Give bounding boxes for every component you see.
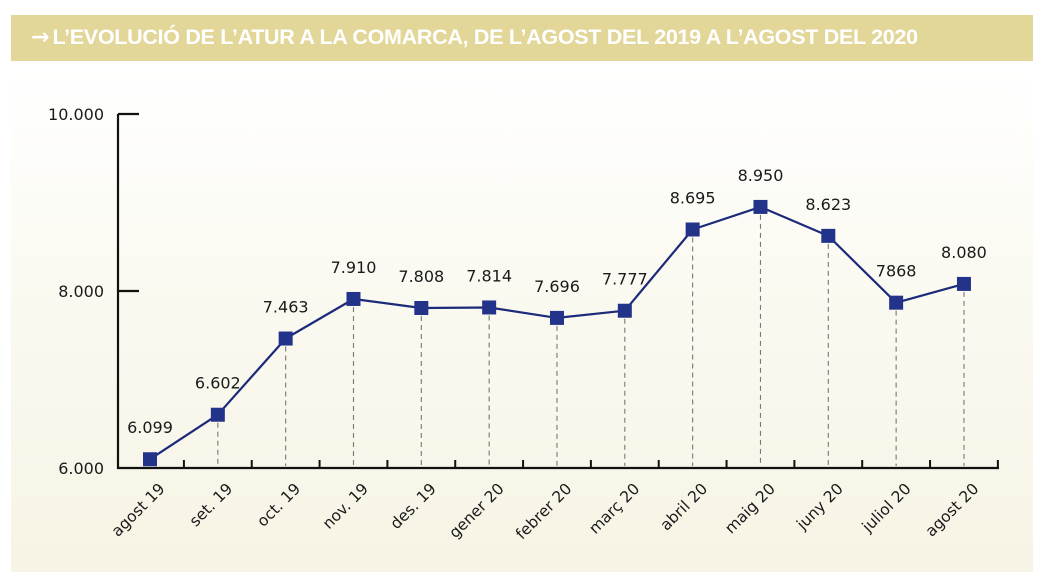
x-category-label: abril 20 xyxy=(657,480,711,534)
data-point-marker xyxy=(346,291,361,306)
data-point-marker xyxy=(414,300,429,315)
data-point-marker xyxy=(549,310,564,325)
data-label: 8.623 xyxy=(805,195,851,214)
data-point-marker xyxy=(143,452,157,467)
series-line-atur xyxy=(149,205,965,461)
data-label: 7.463 xyxy=(263,298,309,317)
data-point-marker xyxy=(685,222,700,237)
data-point-marker xyxy=(617,303,632,318)
y-tick-label: 10.000 xyxy=(48,105,104,124)
data-label: 6.602 xyxy=(195,374,241,393)
x-category-label: nov. 19 xyxy=(319,480,372,533)
x-category-label: juliol 20 xyxy=(858,480,915,537)
category-labels: agost 19 set. 19 oct. 19 nov. 19 des. 19 gene… xyxy=(108,480,983,543)
chart-title-banner: → L’EVOLUCIÓ DE L’ATUR A LA COMARCA, DE … xyxy=(11,15,1033,61)
data-labels: 6.099 6.602 7.463 7.910 7.808 7.814 7.696 7.777… xyxy=(127,166,987,437)
data-point-marker xyxy=(482,300,497,315)
plot-background xyxy=(11,66,1033,572)
x-category-label: oct. 19 xyxy=(253,480,304,531)
data-point-marker xyxy=(753,199,768,214)
data-label: 7868 xyxy=(876,262,917,281)
data-label: 7.814 xyxy=(466,266,512,285)
data-point-marker xyxy=(889,295,904,310)
x-category-label: agost 20 xyxy=(922,480,983,541)
data-point-marker xyxy=(821,228,836,243)
y-tick-label: 6.000 xyxy=(58,459,104,478)
x-category-label: març 20 xyxy=(585,480,643,538)
x-category-label: set. 19 xyxy=(186,480,236,530)
x-axis-ticks xyxy=(182,460,999,468)
data-point-marker xyxy=(956,276,971,291)
markers xyxy=(143,199,971,467)
x-category-label: agost 19 xyxy=(108,480,169,541)
arrow-right-icon: → xyxy=(31,25,50,50)
y-axis-ticks: 6.000 8.000 10.000 xyxy=(48,105,139,478)
x-category-label: maig 20 xyxy=(721,480,779,538)
series-group xyxy=(149,205,965,461)
x-category-label: juny 20 xyxy=(793,480,847,534)
data-label: 8.950 xyxy=(738,166,784,185)
data-point-marker xyxy=(278,331,293,346)
x-category-label: des. 19 xyxy=(387,480,440,533)
data-label: 8.695 xyxy=(670,188,716,207)
data-point-marker xyxy=(210,407,225,422)
data-label: 7.808 xyxy=(398,267,444,286)
data-label: 8.080 xyxy=(941,243,987,262)
x-category-label: gener 20 xyxy=(446,480,508,542)
data-label: 6.099 xyxy=(127,418,173,437)
data-label: 7.910 xyxy=(331,258,377,277)
data-label: 7.777 xyxy=(602,270,648,289)
y-tick-label: 8.000 xyxy=(58,282,104,301)
chart-title: L’EVOLUCIÓ DE L’ATUR A LA COMARCA, DE L’… xyxy=(52,25,918,50)
droplines xyxy=(217,214,965,466)
data-label: 7.696 xyxy=(534,277,580,296)
x-category-label: febrer 20 xyxy=(512,480,575,543)
